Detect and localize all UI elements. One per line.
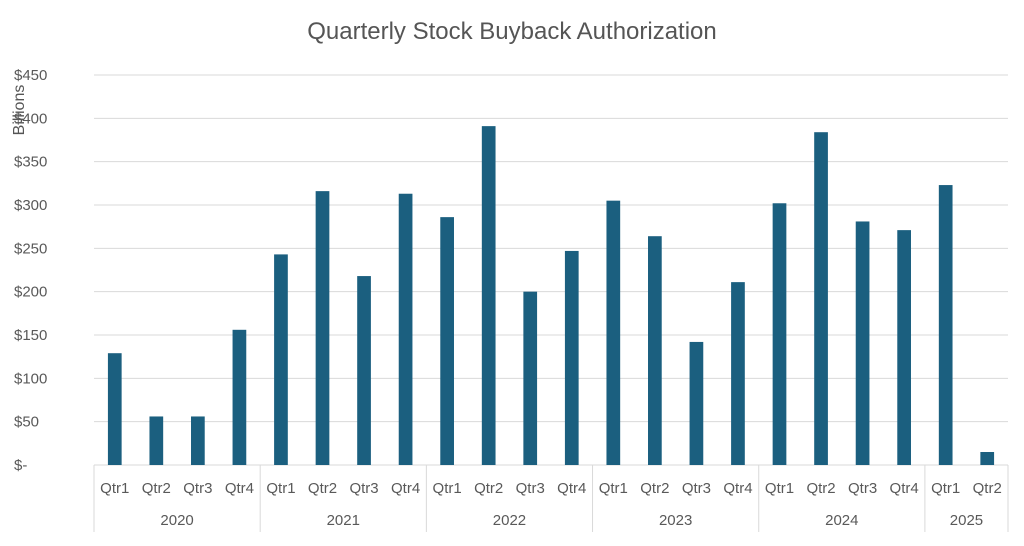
x-tick-label: Qtr1	[433, 480, 462, 497]
bar	[606, 200, 621, 465]
x-tick-label: Qtr4	[890, 480, 919, 497]
bar	[232, 329, 247, 465]
y-tick-label: $400	[14, 110, 47, 127]
year-label: 2021	[327, 512, 360, 529]
x-tick-label: Qtr4	[225, 480, 254, 497]
y-tick-label: $350	[14, 154, 47, 171]
bar	[357, 276, 371, 465]
bar	[564, 250, 579, 465]
year-label: 2024	[825, 512, 858, 529]
bar	[481, 126, 496, 465]
y-axis-label: Billions	[11, 85, 28, 136]
y-tick-label: $100	[14, 370, 47, 387]
bar	[897, 230, 911, 465]
x-tick-label: Qtr2	[640, 480, 669, 497]
bar	[315, 191, 330, 465]
bar	[855, 221, 870, 465]
y-tick-label: $450	[14, 67, 47, 84]
year-label: 2020	[160, 512, 193, 529]
x-tick-label: Qtr3	[848, 480, 877, 497]
year-label: 2023	[659, 512, 692, 529]
bar	[731, 282, 745, 465]
x-axis: Qtr1 Qtr2 Qtr3 Qtr4 2020 Qtr1 Qtr2 Qtr3 Qtr4 2021…	[93, 465, 1009, 532]
bar	[149, 416, 164, 465]
x-tick-label: Qtr2	[973, 480, 1002, 497]
bar	[938, 185, 953, 466]
x-tick-label: Qtr4	[391, 480, 420, 497]
y-tick-label: $150	[14, 327, 47, 344]
x-tick-label: Qtr1	[100, 480, 129, 497]
y-axis-ticks: $- $50 $100 $150 $200 $250 $300 $350 $400 $450	[14, 67, 47, 474]
bar	[980, 452, 995, 465]
x-tick-label: Qtr3	[682, 480, 711, 497]
x-tick-label: Qtr2	[142, 480, 171, 497]
x-tick-label: Qtr1	[931, 480, 960, 497]
x-tick-label: Qtr3	[349, 480, 378, 497]
x-tick-label: Qtr2	[308, 480, 337, 497]
gridlines	[94, 74, 1008, 466]
chart-title: Quarterly Stock Buyback Authorization	[307, 18, 717, 45]
bar	[107, 353, 122, 465]
y-tick-label: $250	[14, 240, 47, 257]
bar	[772, 203, 787, 465]
x-tick-label: Qtr2	[474, 480, 503, 497]
x-tick-label: Qtr3	[516, 480, 545, 497]
x-tick-label: Qtr1	[765, 480, 794, 497]
x-tick-label: Qtr3	[183, 480, 212, 497]
bar	[523, 291, 538, 465]
y-tick-label: $-	[14, 457, 27, 474]
y-tick-label: $50	[14, 414, 39, 431]
bar	[814, 132, 828, 465]
y-tick-label: $300	[14, 197, 47, 214]
year-label: 2025	[950, 512, 983, 529]
y-tick-label: $200	[14, 284, 47, 301]
x-tick-label: Qtr4	[557, 480, 586, 497]
bar	[274, 254, 288, 465]
x-tick-label: Qtr1	[599, 480, 628, 497]
year-label: 2022	[493, 512, 526, 529]
bar	[191, 416, 205, 465]
bar	[648, 236, 662, 465]
x-tick-label: Qtr1	[266, 480, 295, 497]
bars	[107, 126, 995, 466]
x-tick-label: Qtr4	[723, 480, 752, 497]
bar	[398, 193, 413, 465]
bar	[689, 341, 704, 465]
x-tick-label: Qtr2	[806, 480, 835, 497]
bar	[440, 217, 454, 465]
